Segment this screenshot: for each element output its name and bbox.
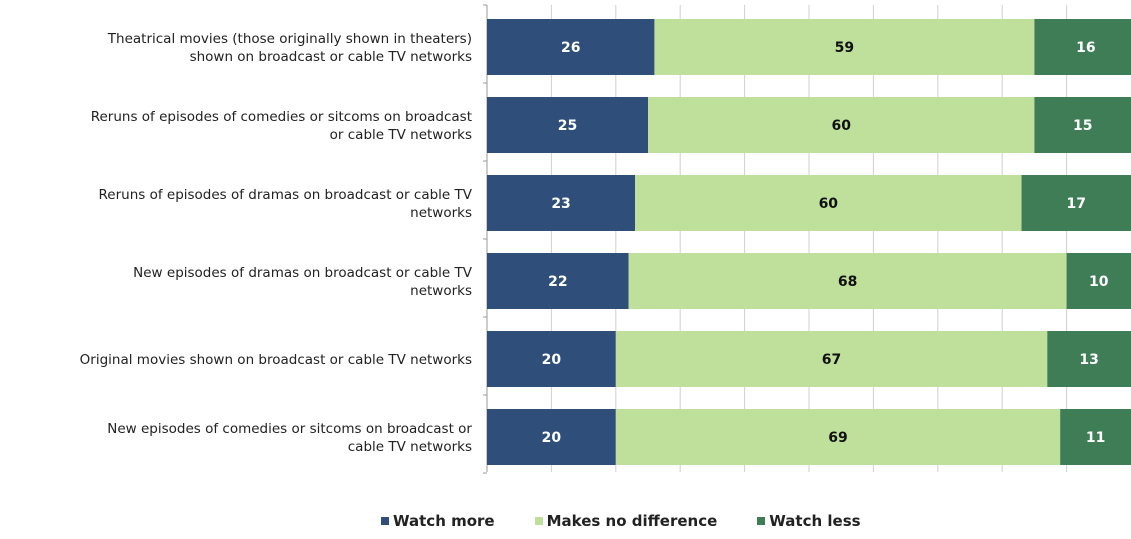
category-label-line: or cable TV networks: [330, 127, 472, 143]
bar-watch-more: [487, 175, 636, 231]
category-label-line: shown on broadcast or cable TV networks: [190, 49, 472, 65]
y-axis-ticks: [483, 4, 487, 474]
legend-item-makes-no-difference: Makes no difference: [534, 512, 718, 530]
bar-watch-more: [487, 409, 616, 465]
bar-row: 20 69 11: [487, 409, 1131, 465]
bar-watch-more: [487, 97, 648, 153]
legend-item-watch-more: Watch more: [381, 512, 495, 530]
legend-label-makes-no-difference: Makes no difference: [546, 512, 718, 530]
bar-makes-no-difference: [635, 175, 1022, 231]
bar-watch-less: [1034, 97, 1131, 153]
bar-watch-less: [1047, 331, 1131, 387]
category-label-line: cable TV networks: [348, 439, 472, 455]
category-label-line: New episodes of dramas on broadcast or c…: [133, 265, 473, 281]
data-label-makes-no-difference: 69: [828, 430, 847, 446]
category-label-line: New episodes of comedies or sitcoms on b…: [107, 421, 472, 437]
category-label-line: Reruns of episodes of dramas on broadcas…: [99, 187, 473, 203]
bar-watch-more: [487, 253, 629, 309]
legend: Watch more Makes no difference Watch les…: [381, 512, 861, 530]
category-label: Reruns of episodes of dramas on broadcas…: [99, 187, 473, 221]
data-label-watch-more: 22: [548, 274, 567, 290]
bar-row: 20 67 13: [487, 331, 1131, 387]
gridlines: [550, 5, 1068, 472]
data-label-watch-more: 26: [561, 40, 580, 56]
category-label-line: Reruns of episodes of comedies or sitcom…: [91, 109, 472, 125]
category-label-line: networks: [410, 283, 472, 299]
legend-item-watch-less: Watch less: [757, 512, 861, 530]
data-label-watch-less: 11: [1086, 430, 1105, 446]
data-label-makes-no-difference: 59: [835, 40, 854, 56]
data-label-makes-no-difference: 60: [831, 118, 851, 134]
category-label: Reruns of episodes of comedies or sitcom…: [91, 109, 472, 143]
category-label: Theatrical movies (those originally show…: [107, 31, 472, 65]
legend-label-watch-more: Watch more: [393, 512, 495, 530]
data-label-watch-less: 13: [1079, 352, 1098, 368]
bar-watch-less: [1034, 19, 1131, 75]
legend-swatch-makes-no-difference: [534, 517, 543, 525]
category-label-line: networks: [410, 205, 472, 221]
data-label-makes-no-difference: 60: [819, 196, 839, 212]
category-label: New episodes of dramas on broadcast or c…: [133, 265, 473, 299]
category-label: Original movies shown on broadcast or ca…: [80, 352, 472, 368]
bar-row: 26 59 16: [487, 19, 1131, 75]
bar-makes-no-difference: [654, 19, 1035, 75]
data-label-watch-less: 16: [1076, 40, 1095, 56]
bar-watch-less: [1021, 175, 1131, 231]
data-label-watch-more: 25: [558, 118, 577, 134]
data-label-watch-less: 17: [1067, 196, 1086, 212]
category-label-line: Original movies shown on broadcast or ca…: [80, 352, 472, 368]
data-label-watch-less: 10: [1089, 274, 1109, 290]
data-label-watch-less: 15: [1073, 118, 1092, 134]
bar-watch-more: [487, 331, 616, 387]
category-label: New episodes of comedies or sitcoms on b…: [107, 421, 472, 455]
bar-watch-less: [1060, 409, 1131, 465]
data-label-watch-more: 23: [551, 196, 570, 212]
bar-makes-no-difference: [648, 97, 1035, 153]
legend-swatch-watch-more: [381, 517, 389, 525]
data-label-makes-no-difference: 68: [838, 274, 857, 290]
legend-swatch-watch-less: [757, 517, 766, 525]
legend-label-watch-less: Watch less: [769, 512, 861, 530]
data-label-watch-more: 20: [542, 352, 562, 368]
category-label-line: Theatrical movies (those originally show…: [107, 31, 472, 47]
bar-row: 22 68 10: [487, 253, 1131, 309]
data-label-makes-no-difference: 67: [822, 352, 841, 368]
bar-makes-no-difference: [615, 409, 1061, 465]
bar-makes-no-difference: [615, 331, 1048, 387]
bar-row: 23 60 17: [487, 175, 1131, 231]
bar-watch-less: [1066, 253, 1131, 309]
bar-row: 25 60 15: [487, 97, 1131, 153]
bar-watch-more: [487, 19, 655, 75]
data-label-watch-more: 20: [542, 430, 562, 446]
bar-makes-no-difference: [628, 253, 1067, 309]
